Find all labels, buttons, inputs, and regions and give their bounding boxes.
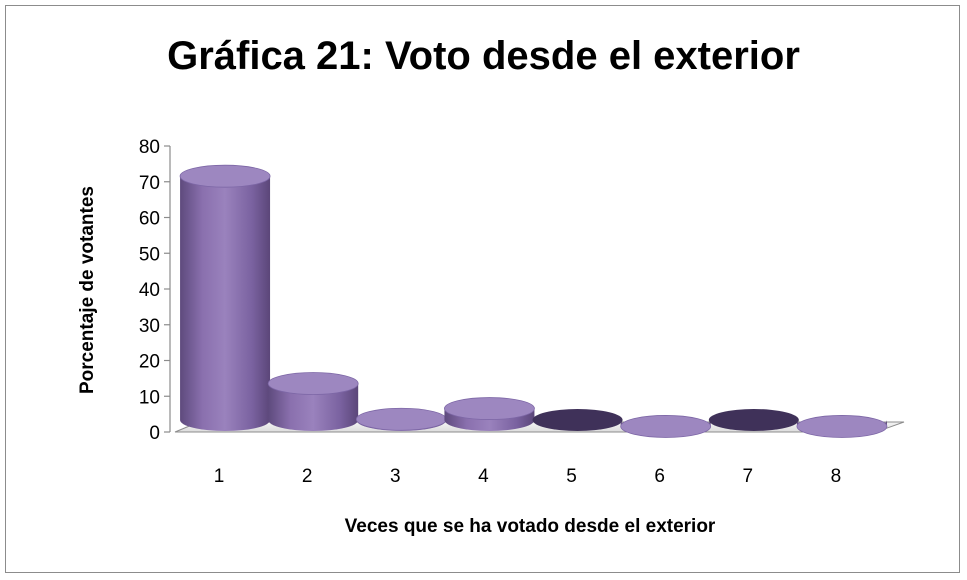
bar [620,415,712,438]
x-axis-label: Veces que se ha votado desde el exterior [344,516,716,537]
bar-top [532,409,623,431]
bar [267,372,359,432]
bar-body [268,383,359,432]
bar-top [620,415,712,438]
y-tick-label: 20 [139,352,160,373]
y-tick-label: 60 [139,209,160,230]
bar [444,397,535,432]
bar [708,409,799,431]
chart-bars [179,164,888,438]
y-tick-label: 10 [139,387,160,408]
x-tick-label: 7 [743,466,754,487]
y-tick-label: 70 [139,173,160,194]
y-tick-label: 30 [139,316,160,337]
x-tick-label: 5 [566,466,577,487]
y-tick-label: 40 [139,280,160,301]
bar-top [267,372,359,395]
bar-top [708,409,799,431]
x-tick-labels: 1 2 3 4 5 6 7 8 [214,466,841,487]
bar-top [444,397,535,420]
x-tick-label: 4 [478,466,489,487]
chart-title: Gráfica 21: Voto desde el exterior [167,34,800,78]
x-tick-label: 6 [654,466,665,487]
bar-body [180,176,271,432]
bar [796,415,888,438]
x-tick-label: 3 [390,466,401,487]
bar [179,164,271,432]
y-tick-label: 80 [139,137,160,158]
bar [532,409,623,431]
bar-top [796,415,888,438]
bar-top [355,407,447,431]
x-tick-label: 8 [831,466,842,487]
y-tick-label: 50 [139,244,160,265]
x-tick-label: 1 [214,466,225,487]
bar [355,407,447,432]
x-tick-label: 2 [302,466,313,487]
y-tick-label: 0 [149,423,160,444]
bar-top [179,164,271,188]
